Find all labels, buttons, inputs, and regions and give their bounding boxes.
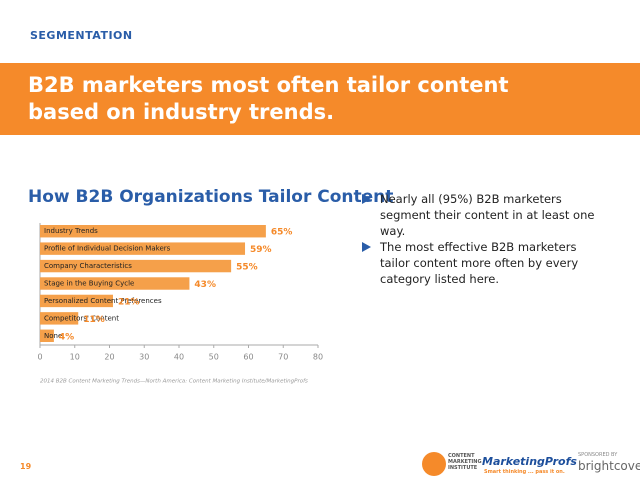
value-label: 21% — [118, 297, 140, 307]
value-label: 59% — [250, 245, 272, 255]
headline: B2B marketers most often tailor content … — [28, 73, 509, 124]
cmi-icon — [422, 452, 446, 476]
x-tick-label: 40 — [174, 353, 184, 362]
x-tick-label: 80 — [313, 353, 323, 362]
x-tick-label: 0 — [37, 353, 42, 362]
value-label: 11% — [83, 315, 105, 325]
x-tick-label: 50 — [209, 353, 219, 362]
bar — [40, 259, 232, 273]
category-label: Stage in the Buying Cycle — [44, 280, 134, 288]
value-label: 4% — [59, 332, 74, 342]
chart-title: How B2B Organizations Tailor Content — [28, 187, 393, 207]
category-label: Company Characteristics — [44, 262, 132, 270]
bar — [40, 242, 246, 255]
section-label: SEGMENTATION — [30, 29, 133, 42]
category-label: Industry Trends — [44, 227, 98, 235]
sponsor-label: SPONSORED BY — [578, 452, 618, 458]
category-label: Competitors' Content — [44, 314, 119, 322]
bar — [40, 225, 266, 238]
marketingprofs-logo: MarketingProfs — [482, 455, 577, 468]
x-tick-label: 30 — [139, 353, 149, 362]
category-label: Personalized Content Preferences — [44, 297, 162, 305]
bullet-text: Nearly all (95%) B2B marketers segment t… — [380, 192, 595, 238]
cmi-logo: CONTENT MARKETING INSTITUTE — [448, 453, 482, 471]
bar — [40, 294, 113, 308]
bar — [40, 312, 79, 325]
page-number: 19 — [20, 462, 32, 471]
category-label: None — [44, 332, 62, 340]
marketingprofs-tagline: Smart thinking ... pass it on. — [484, 469, 565, 475]
x-tick-label: 10 — [70, 353, 80, 362]
bullet: The most effective B2B marketers tailor … — [362, 239, 602, 287]
bullet-text: The most effective B2B marketers tailor … — [380, 240, 579, 286]
bar — [40, 329, 54, 342]
x-tick-label: 70 — [278, 353, 288, 362]
value-label: 65% — [271, 228, 293, 238]
value-label: 55% — [236, 263, 258, 273]
x-tick-label: 20 — [104, 353, 114, 362]
bar — [40, 277, 190, 290]
category-label: Profile of Individual Decision Makers — [44, 245, 171, 253]
sponsor-logo: brightcove — [578, 459, 640, 473]
source: 2014 B2B Content Marketing Trends—North … — [40, 379, 308, 385]
bullet: Nearly all (95%) B2B marketers segment t… — [362, 191, 602, 239]
headline-band — [0, 63, 640, 135]
value-label: 43% — [194, 280, 216, 290]
x-tick-label: 60 — [243, 353, 253, 362]
